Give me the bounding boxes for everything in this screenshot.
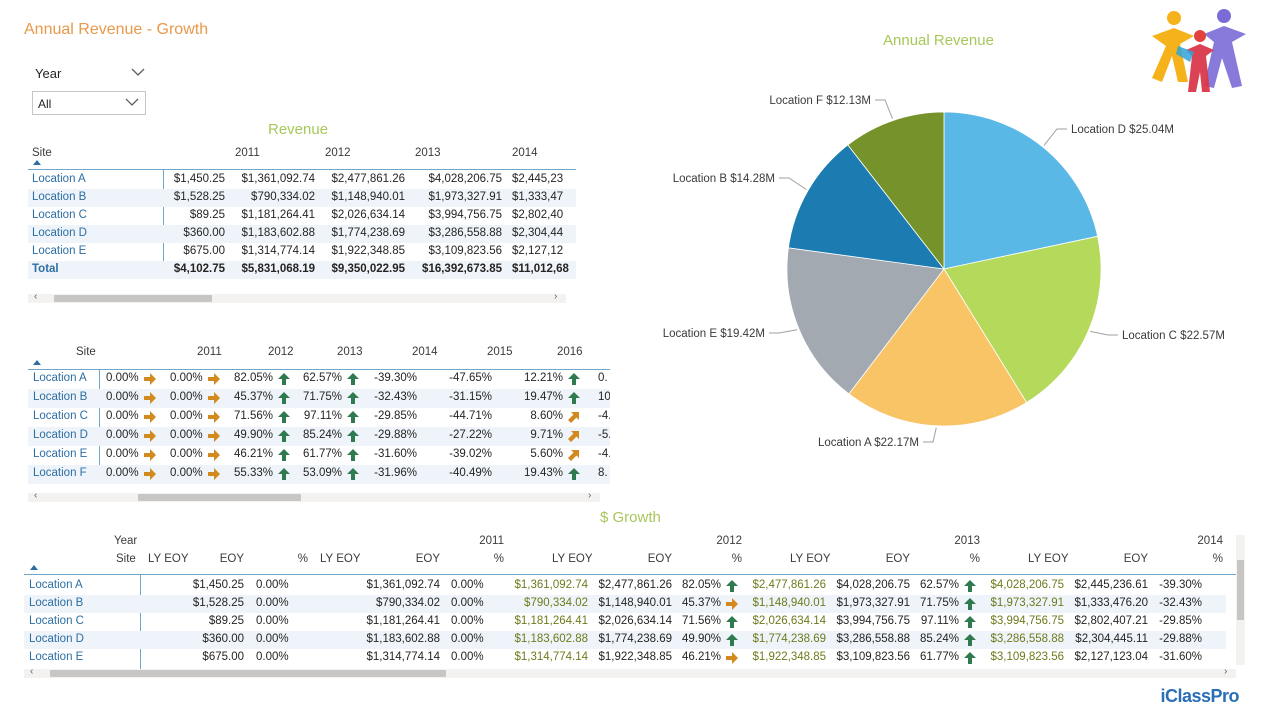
page-title: Annual Revenue - Growth: [24, 21, 209, 38]
pie-leader-line: [779, 177, 807, 190]
chevron-down-icon: [125, 98, 139, 106]
brand-logo: iClassPro: [1160, 686, 1239, 706]
family-logo-icon: [1152, 9, 1246, 92]
pie-slice-location-d[interactable]: [943, 111, 1099, 270]
pie-slice-location-c[interactable]: [943, 235, 1102, 404]
revenue-table-title: Revenue: [268, 121, 329, 138]
pie-chart-title: Annual Revenue: [883, 32, 994, 49]
pie-leader-line: [1090, 330, 1118, 336]
pie-data-label: Location F $12.13M: [769, 95, 871, 107]
year-dropdown[interactable]: All: [32, 91, 146, 115]
pie-slice-location-b[interactable]: [787, 144, 945, 270]
pie-slice-location-f[interactable]: [847, 111, 945, 271]
growth-hscroll[interactable]: [28, 493, 600, 502]
pie-data-label: Location C $22.57M: [1122, 330, 1225, 342]
pie-data-label: Location A $22.17M: [818, 437, 919, 449]
pie-leader-line: [769, 329, 798, 334]
dollar-growth-hscroll[interactable]: [24, 669, 1236, 678]
pie-data-label: Location D $25.04M: [1071, 124, 1174, 136]
chevron-down-icon[interactable]: [131, 66, 145, 78]
year-dropdown-value: All: [38, 97, 52, 111]
pie-data-label: Location E $19.42M: [663, 328, 765, 340]
pie-leader-line: [1043, 128, 1067, 146]
year-slicer-label: Year: [35, 66, 62, 81]
pie-slice-location-e[interactable]: [786, 247, 945, 395]
pie-leader-line: [923, 427, 937, 443]
pie-slice-location-a[interactable]: [848, 268, 1028, 427]
pie-leader-line: [875, 99, 893, 119]
revenue-hscroll[interactable]: [28, 294, 566, 303]
pie-data-label: Location B $14.28M: [673, 173, 775, 185]
dollar-growth-title: $ Growth: [600, 509, 661, 526]
